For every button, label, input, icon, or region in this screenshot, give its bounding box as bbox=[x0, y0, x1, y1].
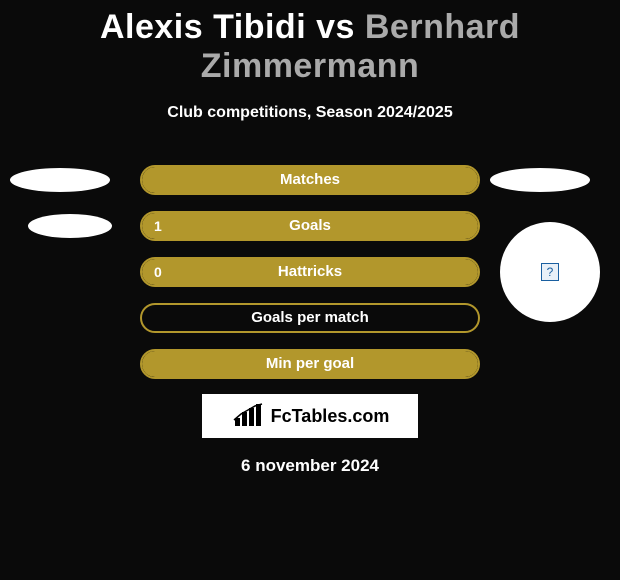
player1-name: Alexis Tibidi bbox=[100, 8, 306, 46]
player1-ellipse bbox=[10, 168, 110, 192]
stat-label: Min per goal bbox=[142, 351, 478, 377]
brand-text: FcTables.com bbox=[271, 406, 390, 427]
player2-ellipse bbox=[490, 168, 590, 192]
comparison-title: Alexis Tibidi vs Bernhard Zimmermann bbox=[0, 0, 620, 86]
stat-pill: Min per goal bbox=[140, 349, 480, 379]
stat-label: Matches bbox=[142, 167, 478, 193]
stat-label: Goals bbox=[142, 213, 478, 239]
brand-chart-icon bbox=[231, 402, 267, 430]
vs-separator: vs bbox=[316, 8, 355, 46]
stat-pill: 0Hattricks bbox=[140, 257, 480, 287]
stat-label: Goals per match bbox=[142, 305, 478, 331]
subtitle: Club competitions, Season 2024/2025 bbox=[0, 104, 620, 122]
ad-circle: ? bbox=[500, 222, 600, 322]
stat-pill: Goals per match bbox=[140, 303, 480, 333]
player1-ellipse bbox=[28, 214, 112, 238]
stat-row: Min per goal bbox=[0, 348, 620, 380]
generated-date: 6 november 2024 bbox=[0, 456, 620, 476]
stat-row: Matches bbox=[0, 164, 620, 196]
ad-placeholder-icon: ? bbox=[541, 263, 559, 281]
stat-label: Hattricks bbox=[142, 259, 478, 285]
brand-badge: FcTables.com bbox=[202, 394, 418, 438]
stat-pill: 1Goals bbox=[140, 211, 480, 241]
stat-pill: Matches bbox=[140, 165, 480, 195]
comparison-chart: Matches 1Goals 0Hattricks Goals per match Mi… bbox=[0, 164, 620, 380]
